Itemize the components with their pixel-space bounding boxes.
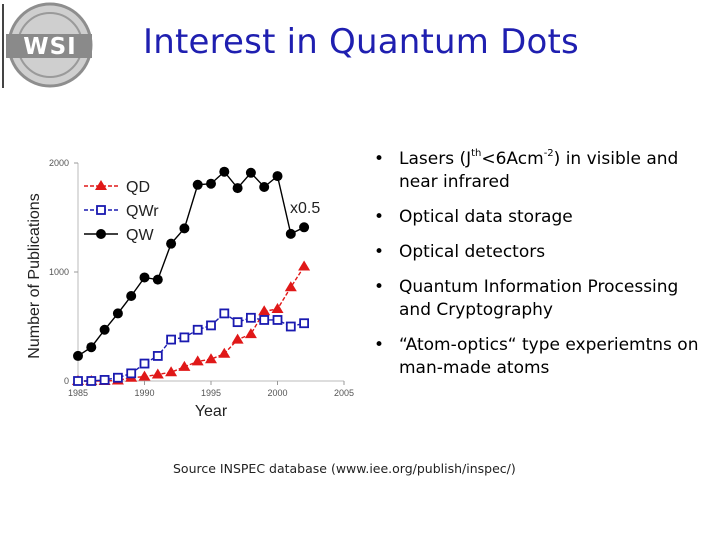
data-point xyxy=(245,312,256,323)
data-point xyxy=(113,372,123,383)
bullet-glyph: • xyxy=(374,335,385,355)
data-point xyxy=(272,171,283,182)
data-point xyxy=(178,360,191,371)
y-tick-label: 2000 xyxy=(49,158,69,168)
data-point xyxy=(272,315,283,325)
data-point xyxy=(152,351,163,361)
data-point xyxy=(244,328,257,339)
legend-label: QWr xyxy=(126,203,159,220)
data-point xyxy=(86,376,97,386)
bullet-text: Optical data storage xyxy=(399,207,573,227)
data-point xyxy=(139,272,150,283)
y-tick-label: 1000 xyxy=(49,267,69,277)
chart-legend: QD QWr QW xyxy=(84,179,159,244)
bullet-glyph: • xyxy=(374,242,385,262)
publications-chart: 0 1000 2000 1985 1990 1995 2000 2005 QD QWr QW Nu… xyxy=(26,158,354,420)
data-point xyxy=(191,355,204,366)
data-point xyxy=(73,376,83,386)
data-point xyxy=(219,308,230,319)
bullet-superscript: th xyxy=(471,148,482,160)
data-point xyxy=(298,260,311,271)
logo-text: WSI xyxy=(23,34,77,60)
bullet-text: Quantum Information Processing and Crypt… xyxy=(399,277,679,320)
data-point xyxy=(165,366,178,377)
bullet-data-storage: • Optical data storage xyxy=(370,206,700,229)
source-citation: Source INSPEC database (www.iee.org/publ… xyxy=(173,461,516,476)
y-tick-label: 0 xyxy=(64,376,69,386)
bullet-list: • Lasers (Jth<6Acm-2) in visible and nea… xyxy=(370,148,700,392)
scale-annotation: x0.5 xyxy=(290,200,320,217)
data-point xyxy=(218,347,231,358)
x-tick-label: 2000 xyxy=(267,388,287,398)
x-tick-label: 2005 xyxy=(334,388,354,398)
slide-title: Interest in Quantum Dots xyxy=(143,22,579,62)
data-point xyxy=(271,303,284,314)
bullet-text-part: Lasers (J xyxy=(399,149,472,169)
data-point xyxy=(126,290,137,301)
y-axis-label: Number of Publications xyxy=(26,193,43,358)
bullet-quantum-info: • Quantum Information Processing and Cry… xyxy=(370,276,700,322)
data-point xyxy=(299,318,310,329)
series-line xyxy=(77,170,305,357)
legend-marker xyxy=(95,180,107,190)
wsi-logo: WSI xyxy=(2,2,93,88)
x-tick-label: 1985 xyxy=(68,388,88,398)
data-point xyxy=(232,317,243,328)
bullet-glyph: • xyxy=(374,149,385,169)
data-point xyxy=(73,350,83,361)
bullet-text-part: ) in visible and near infrared xyxy=(399,149,679,192)
data-point xyxy=(166,334,177,345)
chart-series xyxy=(72,166,311,386)
data-point xyxy=(258,305,271,316)
data-point xyxy=(99,324,110,335)
series-line xyxy=(78,266,305,382)
x-axis-label: Year xyxy=(195,403,228,420)
series-line xyxy=(78,312,305,382)
data-point xyxy=(205,353,217,364)
data-point xyxy=(231,333,244,344)
data-point xyxy=(166,238,177,249)
data-point xyxy=(179,223,190,234)
data-point xyxy=(112,308,123,319)
data-point xyxy=(192,179,203,190)
bullet-text: “Atom-optics“ type experiemtns on man-ma… xyxy=(399,335,699,378)
legend-marker xyxy=(96,205,106,215)
data-point xyxy=(151,368,164,379)
data-point xyxy=(219,166,230,177)
data-point xyxy=(138,370,151,381)
data-point xyxy=(245,167,256,178)
data-point xyxy=(152,274,163,285)
data-point xyxy=(259,181,270,192)
x-tick-label: 1990 xyxy=(134,388,154,398)
data-point xyxy=(139,358,150,369)
data-point xyxy=(126,368,137,379)
data-point xyxy=(86,342,97,353)
bullet-glyph: • xyxy=(374,277,385,297)
bullet-superscript: -2 xyxy=(543,148,554,160)
legend-label: QD xyxy=(126,179,150,196)
bullet-text: Optical detectors xyxy=(399,242,546,262)
bullet-detectors: • Optical detectors xyxy=(370,241,700,264)
data-point xyxy=(259,315,270,325)
series-qw xyxy=(73,166,310,361)
legend-marker xyxy=(96,229,106,239)
data-point xyxy=(206,320,216,331)
data-point xyxy=(285,321,296,332)
bullet-lasers: • Lasers (Jth<6Acm-2) in visible and nea… xyxy=(370,148,700,194)
data-point xyxy=(206,178,216,189)
data-point xyxy=(179,332,190,343)
legend-label: QW xyxy=(126,227,154,244)
x-tick-label: 1995 xyxy=(201,388,221,398)
data-point xyxy=(284,281,297,292)
data-point xyxy=(299,222,310,233)
bullet-atom-optics: • “Atom-optics“ type experiemtns on man-… xyxy=(370,334,700,380)
data-point xyxy=(285,228,296,239)
data-point xyxy=(192,324,203,335)
bullet-glyph: • xyxy=(374,207,385,227)
data-point xyxy=(99,375,110,385)
data-point xyxy=(232,183,243,194)
bullet-text-part: <6Acm xyxy=(481,149,544,169)
series-qwr xyxy=(73,308,310,386)
